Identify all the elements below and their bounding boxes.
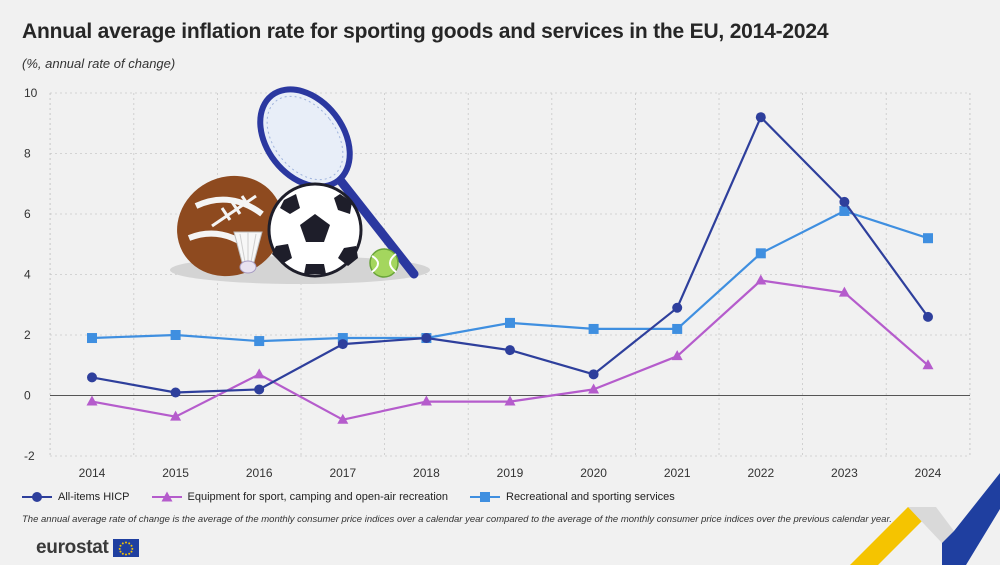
data-point-triangle <box>588 383 600 394</box>
legend-item-recreational-services: Recreational and sporting services <box>470 491 675 503</box>
data-point-circle <box>254 384 265 395</box>
legend-label: Recreational and sporting services <box>506 491 675 503</box>
shuttlecock-icon <box>233 231 263 274</box>
chart-title: Annual average inflation rate for sporti… <box>22 20 829 43</box>
x-axis-ticks: 2014 2015 2016 2017 2018 2019 2020 2021 2022 2023… <box>79 466 942 480</box>
chart-footnote: The annual average rate of change is the… <box>22 514 892 525</box>
legend-item-all-items-hicp: All-items HICP <box>22 491 130 503</box>
x-tick-label: 2018 <box>413 466 440 480</box>
data-point-square <box>254 336 265 347</box>
data-point-circle <box>672 302 683 313</box>
x-tick-label: 2021 <box>664 466 691 480</box>
x-tick-label: 2020 <box>580 466 607 480</box>
x-tick-label: 2024 <box>915 466 942 480</box>
y-tick-label: 10 <box>24 86 38 100</box>
data-point-triangle <box>838 286 850 297</box>
legend-marker-triangle-icon <box>151 491 182 502</box>
data-point-square <box>923 233 933 244</box>
legend-marker-square-icon <box>470 492 500 502</box>
soccer-ball-icon <box>267 182 363 278</box>
y-axis-ticks: -2 0 2 4 6 8 10 <box>24 86 38 463</box>
data-point-triangle <box>86 395 98 406</box>
y-tick-label: -2 <box>24 449 35 463</box>
data-point-triangle <box>253 368 265 379</box>
x-tick-label: 2016 <box>246 466 273 480</box>
y-tick-label: 0 <box>24 389 31 403</box>
legend-label: Equipment for sport, camping and open-ai… <box>187 491 448 503</box>
data-point-circle <box>337 339 348 350</box>
data-point-square <box>87 333 97 344</box>
eurostat-wordmark: eurostat <box>36 537 109 558</box>
data-point-triangle <box>420 395 432 406</box>
eu-flag-icon <box>112 539 139 557</box>
data-point-square <box>337 333 348 344</box>
x-tick-label: 2017 <box>329 466 356 480</box>
y-tick-label: 4 <box>24 268 31 282</box>
y-tick-label: 2 <box>24 328 31 342</box>
data-point-circle <box>839 196 850 207</box>
data-point-triangle <box>922 359 934 370</box>
legend-label: All-items HICP <box>58 491 130 503</box>
data-point-circle <box>588 369 599 380</box>
data-point-square <box>672 323 683 334</box>
x-tick-label: 2015 <box>162 466 189 480</box>
data-point-square <box>170 330 181 340</box>
data-point-square <box>755 248 766 259</box>
data-point-square <box>839 205 850 216</box>
data-point-circle <box>755 112 766 123</box>
y-tick-label: 8 <box>24 147 31 161</box>
data-point-circle <box>505 345 515 356</box>
data-point-square <box>588 323 599 334</box>
eurostat-corner-graphic <box>850 473 1000 565</box>
data-point-circle <box>421 333 432 344</box>
data-point-triangle <box>337 413 349 424</box>
data-point-triangle <box>671 350 683 361</box>
legend-marker-circle-icon <box>22 492 52 502</box>
data-point-triangle <box>504 395 516 406</box>
legend-item-equipment: Equipment for sport, camping and open-ai… <box>151 491 448 503</box>
chart-subtitle: (%, annual rate of change) <box>22 56 176 71</box>
x-tick-label: 2019 <box>497 466 524 480</box>
data-point-circle <box>170 387 181 398</box>
data-point-triangle <box>170 410 182 421</box>
tennis-racket-icon <box>257 86 419 279</box>
data-point-triangle <box>755 274 767 285</box>
data-point-circle <box>87 372 97 383</box>
data-point-circle <box>923 311 933 322</box>
chart-legend: All-items HICP Equipment for sport, camp… <box>22 488 697 506</box>
x-tick-label: 2022 <box>747 466 774 480</box>
y-tick-label: 6 <box>24 207 31 221</box>
sports-equipment-illustration <box>170 86 430 284</box>
eurostat-logo: eurostat <box>36 537 139 559</box>
x-tick-label: 2023 <box>831 466 858 480</box>
data-point-square <box>505 317 515 328</box>
tennis-ball-icon <box>369 248 399 278</box>
x-tick-label: 2014 <box>79 466 106 480</box>
series-layer <box>86 112 934 424</box>
